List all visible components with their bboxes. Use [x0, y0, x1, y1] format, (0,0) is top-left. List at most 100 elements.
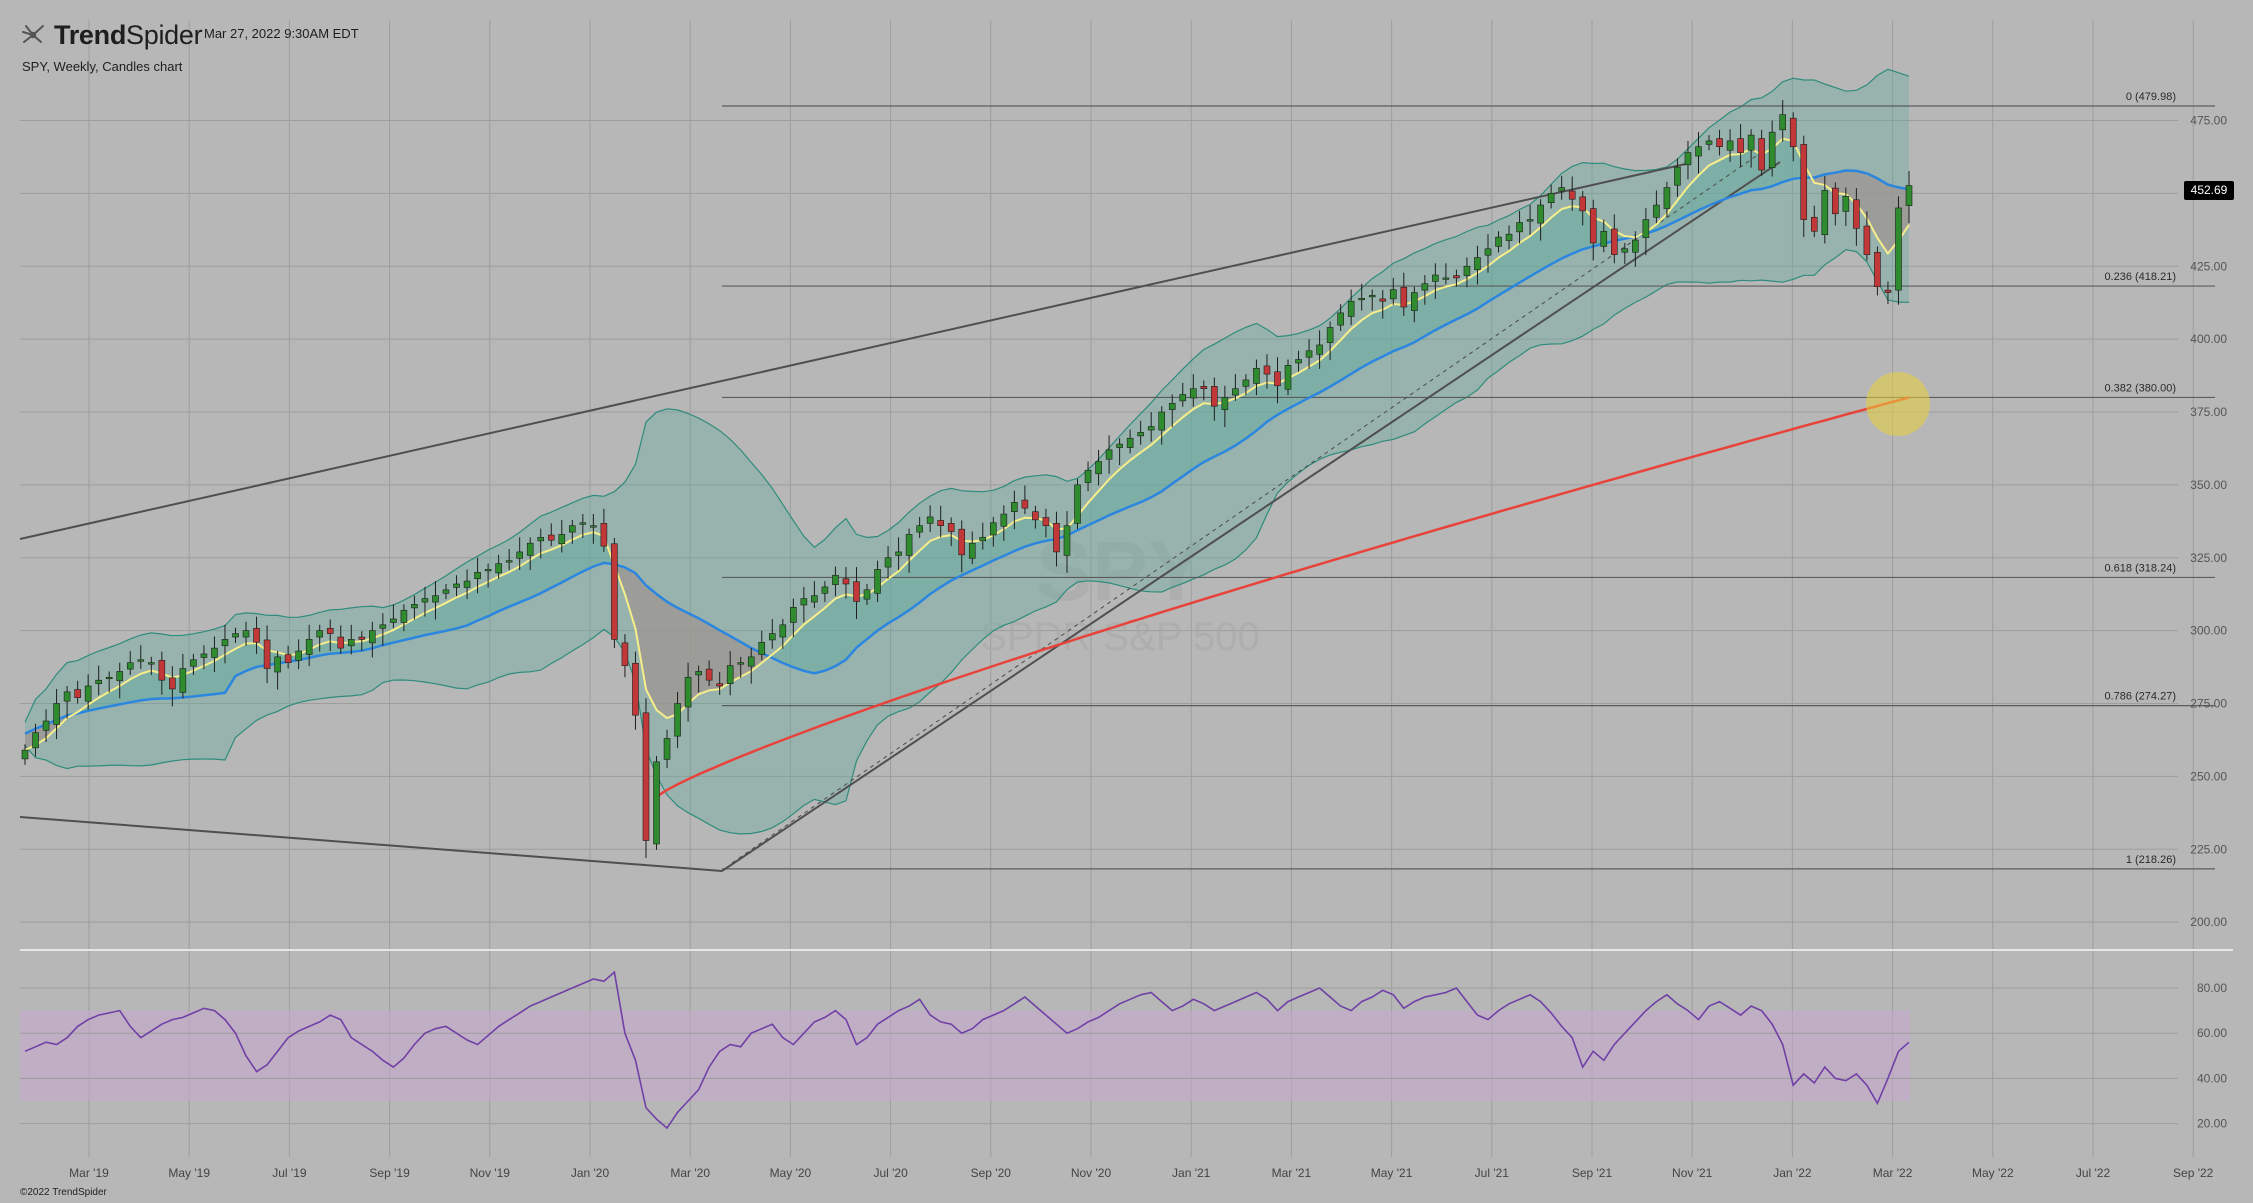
candle-body [442, 589, 450, 594]
candle-up [821, 581, 829, 603]
candle-body [221, 639, 229, 647]
time-tick-label: Sep '22 [2173, 1166, 2214, 1180]
rsi-pane: 80.00 60.00 40.00 20.00 [20, 970, 2227, 1131]
cloud-bull-segment [982, 535, 994, 566]
candle-body [737, 662, 745, 665]
candle-up [305, 624, 313, 667]
cloud-bear-segment [667, 601, 678, 719]
candle-body [105, 676, 113, 680]
candle-body [1821, 190, 1829, 236]
candle-body [95, 679, 102, 684]
candle-body [137, 659, 145, 662]
trendline [19, 162, 1691, 540]
candle-up [505, 549, 513, 570]
candle-up [95, 665, 102, 696]
candle-body [853, 581, 860, 602]
cloud-bull-segment [1519, 236, 1531, 283]
candle-up [442, 583, 450, 600]
candle-body [190, 659, 197, 667]
candle-body [1810, 216, 1818, 232]
candle-up [369, 621, 376, 658]
cloud-bull-segment [140, 670, 152, 701]
cloud-bull-segment [193, 665, 204, 697]
candle-body [547, 534, 555, 541]
candle-down [1032, 505, 1039, 529]
candle-up [1158, 406, 1166, 445]
candle-body [158, 660, 166, 681]
candle-body [684, 676, 692, 708]
candle-up [1305, 339, 1313, 369]
candle-up [684, 662, 692, 722]
price-tick-label: 475.00 [2190, 114, 2227, 128]
candle-body [1674, 166, 1681, 186]
candle-down [253, 616, 260, 654]
candle-down [1758, 129, 1765, 176]
ma-medium-line [24, 169, 1910, 735]
band-fill [25, 69, 1909, 835]
candle-body [716, 683, 723, 687]
candle-up [32, 723, 39, 757]
price-tick-label: 425.00 [2190, 259, 2227, 273]
candle-up [1526, 205, 1534, 235]
rsi-tick-label: 20.00 [2197, 1117, 2227, 1131]
time-tick-label: Jan '20 [571, 1166, 610, 1180]
chart-datetime: Mar 27, 2022 9:30AM EDT [204, 26, 359, 41]
candle-up [1316, 330, 1323, 369]
cloud-bull-segment [1498, 251, 1510, 296]
candle-body [695, 671, 702, 676]
candle-down [716, 672, 723, 695]
cloud-bull-segment [1393, 303, 1404, 352]
cloud-bull-segment [814, 607, 825, 674]
cloud-bull-segment [456, 592, 468, 629]
candle-body [611, 543, 618, 640]
candle-up [1779, 100, 1786, 142]
rsi-tick-label: 60.00 [2197, 1026, 2227, 1040]
trendspider-logo[interactable]: TrendSpider [20, 18, 203, 52]
cloud-bull-segment [572, 534, 583, 577]
candle-up [200, 645, 208, 670]
candle-body [505, 560, 513, 563]
candle-body [453, 583, 460, 588]
candle-down [958, 520, 966, 573]
candle-up [1105, 435, 1113, 474]
candle-body [1095, 461, 1102, 475]
cloud-bull-segment [519, 559, 531, 603]
candle-body [758, 641, 766, 655]
candle-body [674, 703, 681, 737]
cloud-bull-segment [435, 602, 447, 633]
last-price-badge: 452.69 [2184, 181, 2234, 200]
candle-body [1705, 140, 1713, 145]
candle-up [421, 586, 429, 617]
candle-down [1863, 211, 1871, 261]
candle-up [1547, 184, 1555, 209]
candle-body [1832, 187, 1839, 215]
cloud-bull-segment [1203, 403, 1215, 463]
candle-down [1789, 112, 1797, 162]
candles [21, 100, 1913, 858]
candle-body [463, 580, 471, 588]
candle-body [1505, 233, 1513, 241]
candle-up [663, 729, 671, 769]
cloud-bull-segment [1003, 521, 1015, 556]
cloud-bull-segment [224, 648, 236, 693]
cloud-bull-segment [1161, 426, 1173, 492]
candle-body [642, 712, 650, 841]
time-tick-label: Jan '21 [1172, 1166, 1211, 1180]
candle-body [800, 598, 808, 606]
cloud-bull-segment [1182, 409, 1194, 477]
candle-down [1400, 272, 1408, 316]
candle-body [1263, 365, 1271, 375]
candle-up [484, 563, 492, 588]
candle-up [232, 627, 239, 643]
candle-body [1610, 228, 1618, 255]
candle-body [1558, 187, 1565, 192]
candle-body [1221, 397, 1229, 410]
time-tick-label: Mar '19 [69, 1166, 109, 1180]
candle-body [1863, 225, 1871, 255]
rsi-tick-label: 80.00 [2197, 981, 2227, 995]
candle-up [1084, 461, 1092, 492]
candle-up [1895, 196, 1902, 305]
cloud-bull-segment [1330, 340, 1341, 387]
candle-body [1853, 199, 1860, 229]
